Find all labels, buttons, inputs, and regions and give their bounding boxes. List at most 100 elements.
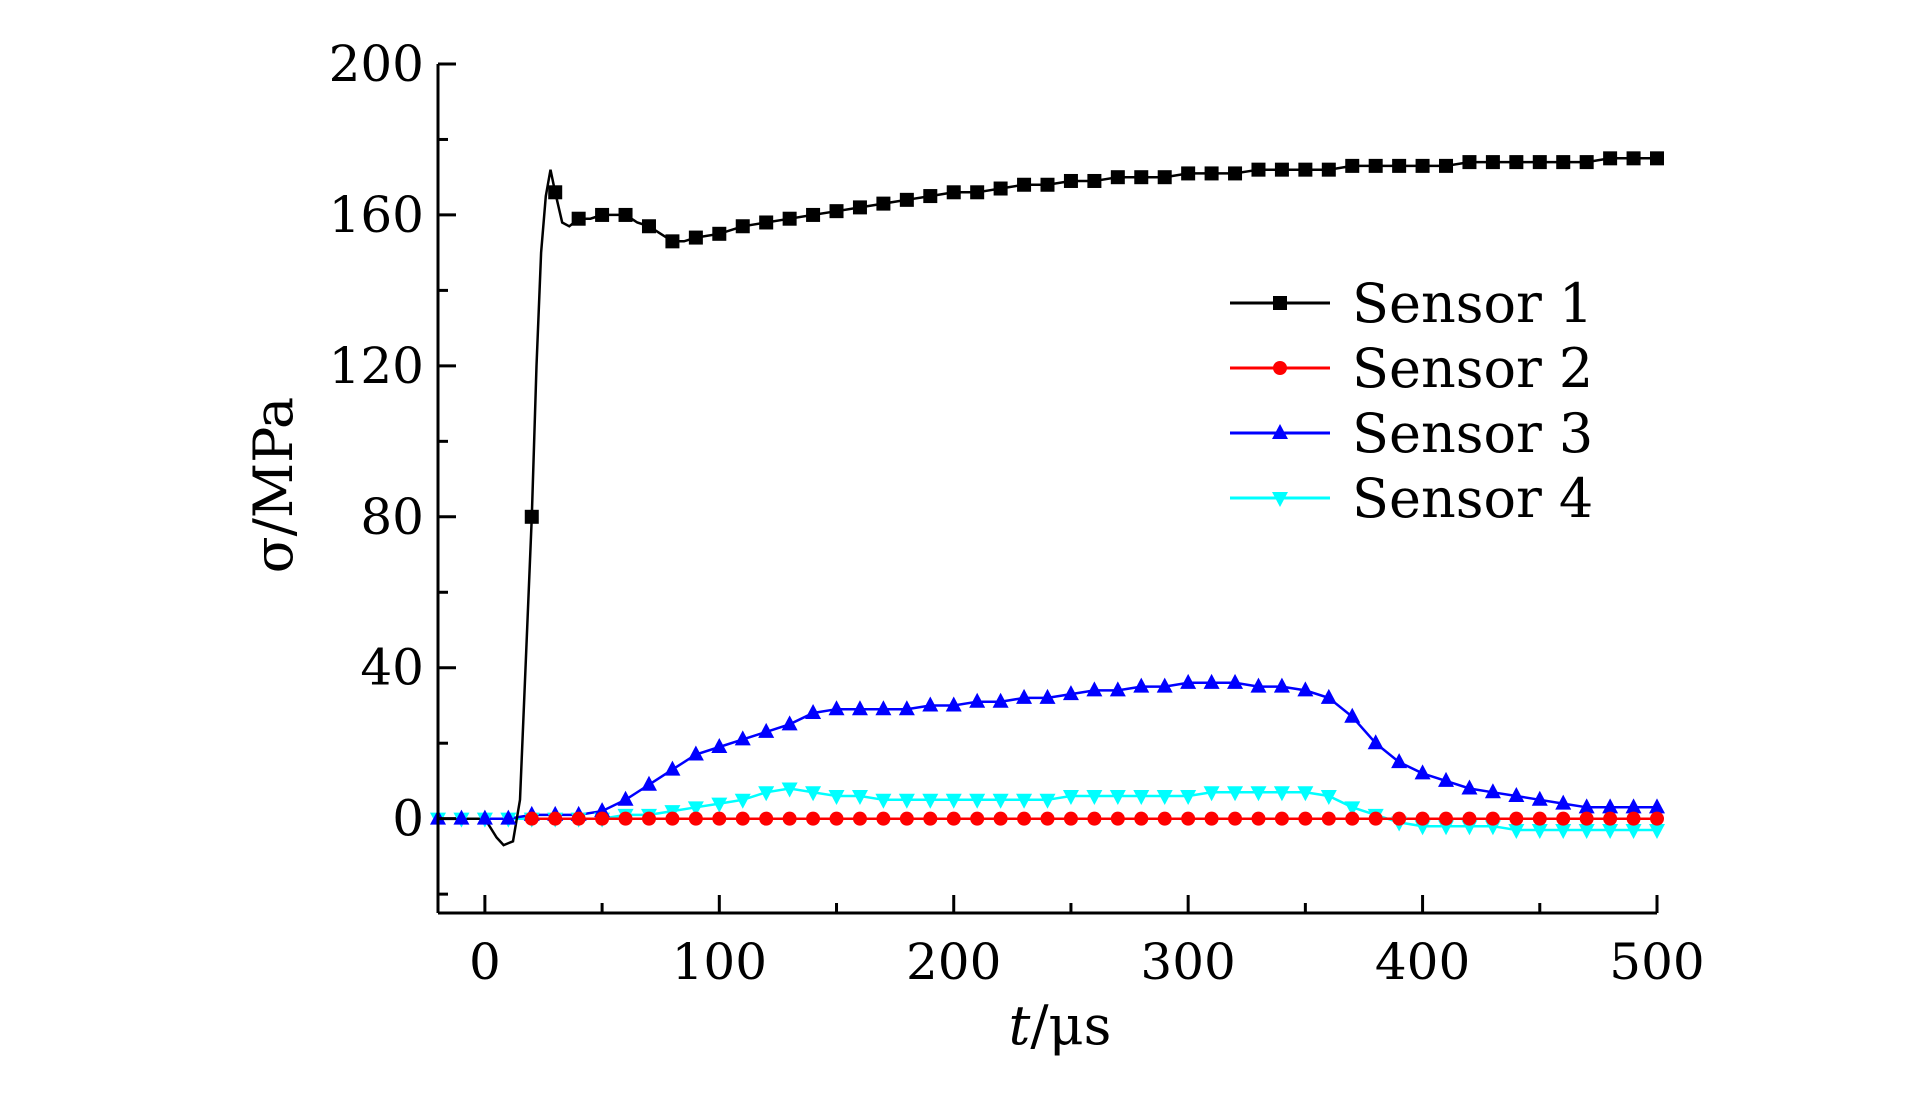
series-3-marker: [851, 700, 868, 716]
series-3-marker: [781, 715, 798, 731]
series-2-marker: [1603, 811, 1618, 826]
x-tick-label: 300: [1140, 933, 1235, 991]
series-2-marker: [852, 811, 867, 826]
series-1-marker: [1415, 158, 1430, 173]
legend-swatch-marker-1: [1273, 296, 1287, 310]
legend-item-2: Sensor 2: [1230, 337, 1593, 400]
series-1-marker: [1181, 166, 1196, 181]
series-1-marker: [970, 185, 985, 200]
series-2-marker: [618, 811, 633, 826]
series-3-marker: [453, 809, 470, 825]
series-2-marker: [1040, 811, 1055, 826]
series-3-marker: [1320, 688, 1337, 704]
series-2-marker: [1462, 811, 1477, 826]
series-3-marker: [1273, 677, 1290, 693]
plot-markers: [430, 151, 1665, 839]
series-1-marker: [1368, 158, 1383, 173]
series-4-marker: [734, 793, 751, 809]
series-2-marker: [1439, 811, 1454, 826]
x-axis-title-unit: /μs: [1030, 994, 1111, 1057]
series-1-marker: [946, 185, 961, 200]
series-3-marker: [875, 700, 892, 716]
series-3-marker: [664, 760, 681, 776]
series-2-marker: [946, 811, 961, 826]
series-4-marker: [1109, 790, 1126, 806]
axes: [436, 62, 1659, 915]
series-2-marker: [595, 811, 610, 826]
series-4-marker: [1203, 786, 1220, 802]
y-tick-label: 160: [329, 186, 424, 244]
series-1-marker: [852, 200, 867, 215]
legend-label-1: Sensor 1: [1352, 272, 1593, 335]
series-3-marker: [828, 700, 845, 716]
series-2-marker: [1298, 811, 1313, 826]
series-2-marker: [1134, 811, 1149, 826]
series-3-marker: [1109, 681, 1126, 697]
series-1-marker: [1603, 151, 1618, 166]
series-3-marker: [1344, 707, 1361, 723]
series-4-marker: [1508, 823, 1525, 839]
series-1-marker: [759, 215, 774, 230]
series-2-marker: [1345, 811, 1360, 826]
series-4-marker: [945, 793, 962, 809]
series-3-marker: [922, 696, 939, 712]
series-4-marker: [1227, 786, 1244, 802]
series-1-marker: [1017, 177, 1032, 192]
series-2-marker: [735, 811, 750, 826]
series-4-marker: [1344, 801, 1361, 817]
series-2-marker: [782, 811, 797, 826]
series-4-marker: [711, 797, 728, 813]
x-tick-label: 100: [672, 933, 767, 991]
series-1-marker: [548, 185, 563, 200]
series-2-marker: [1087, 811, 1102, 826]
series-1-marker: [1462, 155, 1477, 170]
legend-label-3: Sensor 3: [1352, 402, 1593, 465]
series-1-marker: [1650, 151, 1664, 166]
series-4-marker: [898, 793, 915, 809]
x-axis-title: t/μs: [1009, 994, 1112, 1057]
series-4-marker: [781, 782, 798, 798]
series-3-marker: [1578, 798, 1595, 814]
series-4-marker: [1297, 786, 1314, 802]
x-tick-label: 400: [1375, 933, 1470, 991]
series-4-marker: [875, 793, 892, 809]
series-4-marker: [922, 793, 939, 809]
series-2-marker: [1063, 811, 1078, 826]
series-3-marker: [1602, 798, 1619, 814]
series-2-marker: [1485, 811, 1500, 826]
series-2-marker: [1368, 811, 1383, 826]
series-1-marker: [1626, 151, 1641, 166]
series-1-marker: [665, 234, 680, 249]
series-3-marker: [640, 775, 657, 791]
series-2-marker: [548, 811, 563, 826]
series-4-marker: [1250, 786, 1267, 802]
series-1-marker: [1274, 162, 1289, 177]
series-4-marker: [1273, 786, 1290, 802]
x-axis-title-var: t: [1009, 994, 1031, 1057]
series-4-marker: [1039, 793, 1056, 809]
series-4-marker: [1555, 823, 1572, 839]
legend-swatch-marker-2: [1273, 361, 1287, 375]
series-1-marker: [829, 204, 844, 219]
series-4-marker: [1625, 823, 1642, 839]
series-4-marker: [1133, 790, 1150, 806]
series-3-marker: [1367, 734, 1384, 750]
series-1-marker: [1228, 166, 1243, 181]
series-3-marker: [1227, 673, 1244, 689]
y-tick-label: 120: [329, 337, 424, 395]
series-3-marker: [1250, 677, 1267, 693]
series-2-marker: [1017, 811, 1032, 826]
series-2-marker: [1650, 811, 1664, 826]
series-1-marker: [923, 189, 938, 204]
series-2-marker: [829, 811, 844, 826]
series-3-marker: [1484, 783, 1501, 799]
series-1-marker: [782, 211, 797, 226]
series-2-marker: [1181, 811, 1196, 826]
series-3-marker: [1461, 779, 1478, 795]
series-3-marker: [1180, 673, 1197, 689]
series-1-marker: [1087, 173, 1102, 188]
series-1-marker: [1157, 170, 1172, 185]
series-3-marker: [1625, 798, 1642, 814]
series-1-marker: [735, 219, 750, 234]
